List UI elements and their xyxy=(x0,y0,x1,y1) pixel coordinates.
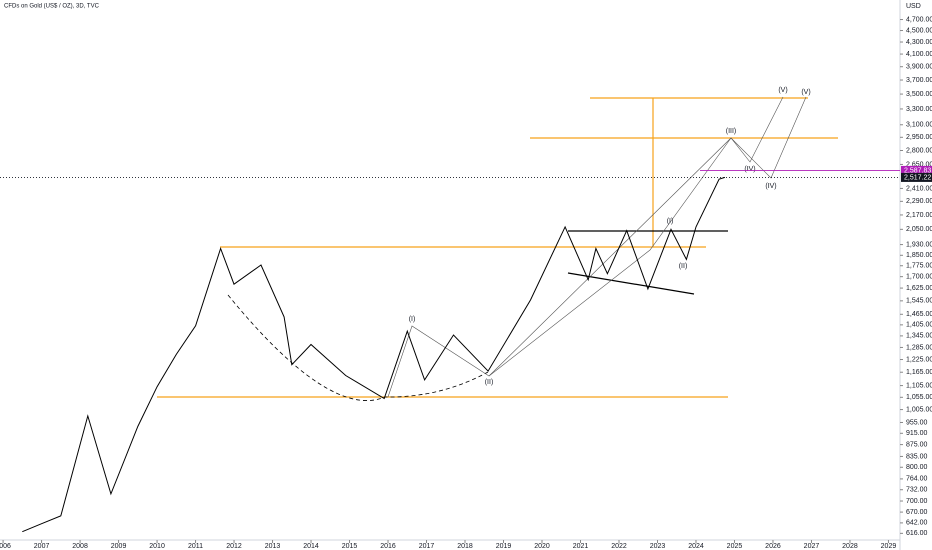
y-tick-label: 2,170.00 xyxy=(906,212,932,219)
y-tick-label: 3,300.00 xyxy=(906,106,932,113)
y-tick-label: 2,800.00 xyxy=(906,147,932,154)
x-tick-label: 2026 xyxy=(765,543,781,550)
x-tick-label: 2007 xyxy=(34,543,50,550)
x-tick-label: 2018 xyxy=(457,543,473,550)
wave-label: (V) xyxy=(801,89,810,96)
price-label: 2,517.22 xyxy=(904,174,931,181)
price-line xyxy=(22,176,726,533)
y-tick-label: 732.00 xyxy=(906,487,928,494)
wave-label: (IV) xyxy=(744,166,755,173)
y-tick-label: 2,650.00 xyxy=(906,161,932,168)
y-tick-label: 670.00 xyxy=(906,509,928,516)
wave-label: (III) xyxy=(726,128,737,135)
x-tick-label: 2013 xyxy=(265,543,281,550)
x-tick-label: 2017 xyxy=(419,543,435,550)
x-tick-label: 2028 xyxy=(842,543,858,550)
x-tick-label: 2006 xyxy=(0,543,11,550)
y-tick-label: 616.00 xyxy=(906,530,928,537)
wave-label: (IV) xyxy=(765,183,776,190)
y-tick-label: 1,165.00 xyxy=(906,369,932,376)
y-tick-label: 835.00 xyxy=(906,453,928,460)
y-tick-label: 3,500.00 xyxy=(906,91,932,98)
x-tick-label: 2019 xyxy=(496,543,512,550)
y-tick-label: 800.00 xyxy=(906,464,928,471)
wave-path xyxy=(730,96,807,179)
y-tick-label: 4,300.00 xyxy=(906,39,932,46)
x-tick-label: 2025 xyxy=(727,543,743,550)
arc xyxy=(227,294,489,401)
y-tick-label: 2,050.00 xyxy=(906,226,932,233)
x-tick-label: 2008 xyxy=(72,543,88,550)
x-tick-label: 2014 xyxy=(303,543,319,550)
y-tick-label: 4,100.00 xyxy=(906,51,932,58)
y-tick-label: 3,700.00 xyxy=(906,77,932,84)
y-tick-label: 2,950.00 xyxy=(906,134,932,141)
x-tick-label: 2016 xyxy=(380,543,396,550)
x-tick-label: 2009 xyxy=(111,543,127,550)
y-tick-label: 1,700.00 xyxy=(906,274,932,281)
price-label-box xyxy=(901,165,932,175)
drawings: (I) (II) (I) (II) (III) (IV) (IV) (V) (V… xyxy=(157,87,838,401)
x-tick-label: 2029 xyxy=(881,543,897,550)
price-label-box xyxy=(901,172,932,182)
x-tick-label: 2023 xyxy=(650,543,666,550)
y-tick-label: 2,290.00 xyxy=(906,198,932,205)
y-tick-label: 1,465.00 xyxy=(906,311,932,318)
y-tick-label: 2,410.00 xyxy=(906,185,932,192)
wave-label: (I) xyxy=(409,316,416,323)
wave-path xyxy=(488,137,732,377)
wave-path xyxy=(387,96,784,398)
x-tick-label: 2022 xyxy=(611,543,627,550)
y-tick-label: 915.00 xyxy=(906,430,928,437)
x-tick-label: 2027 xyxy=(804,543,820,550)
y-tick-label: 1,055.00 xyxy=(906,394,932,401)
y-tick-label: 1,285.00 xyxy=(906,344,932,351)
chart-title: CFDs on Gold (US$ / OZ), 3D, TVC xyxy=(4,4,100,10)
y-tick-label: 1,775.00 xyxy=(906,263,932,270)
x-tick-label: 2015 xyxy=(342,543,358,550)
y-tick-label: 1,850.00 xyxy=(906,252,932,259)
y-tick-label: 1,345.00 xyxy=(906,333,932,340)
y-tick-label: 875.00 xyxy=(906,441,928,448)
y-tick-label: 1,405.00 xyxy=(906,322,932,329)
y-tick-label: 4,500.00 xyxy=(906,27,932,34)
wave-label: (II) xyxy=(679,263,688,270)
x-tick-label: 2010 xyxy=(149,543,165,550)
y-tick-label: 1,005.00 xyxy=(906,406,932,413)
y-tick-label: 642.00 xyxy=(906,520,928,527)
y-tick-label: 1,105.00 xyxy=(906,382,932,389)
x-tick-label: 2021 xyxy=(573,543,589,550)
y-tick-label: 700.00 xyxy=(906,498,928,505)
axis-unit: USD xyxy=(906,3,921,10)
y-tick-label: 955.00 xyxy=(906,419,928,426)
wave-label: (I) xyxy=(667,218,674,225)
x-tick-label: 2020 xyxy=(534,543,550,550)
y-tick-label: 1,930.00 xyxy=(906,241,932,248)
y-tick-label: 4,700.00 xyxy=(906,16,932,23)
wave-label: (II) xyxy=(485,379,494,386)
y-tick-label: 1,225.00 xyxy=(906,356,932,363)
y-tick-label: 3,900.00 xyxy=(906,64,932,71)
y-tick-label: 1,545.00 xyxy=(906,298,932,305)
x-tick-label: 2012 xyxy=(226,543,242,550)
price-label: 2,587.83 xyxy=(904,167,931,174)
y-tick-label: 764.00 xyxy=(906,476,928,483)
x-tick-label: 2011 xyxy=(188,543,203,550)
y-tick-label: 1,625.00 xyxy=(906,285,932,292)
x-tick-label: 2024 xyxy=(688,543,704,550)
wave-label: (V) xyxy=(778,87,787,94)
y-tick-label: 3,100.00 xyxy=(906,122,932,129)
